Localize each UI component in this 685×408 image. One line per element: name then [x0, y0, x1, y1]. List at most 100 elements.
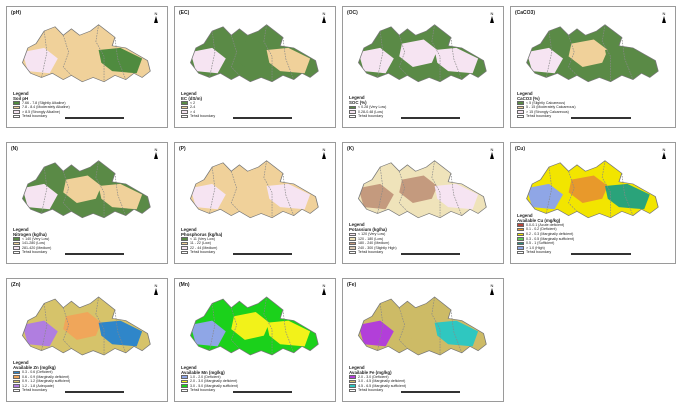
tehsil-boundary-line — [95, 296, 105, 355]
map-panel: (OC) N Legend SOC (%) < 0.28 (Very Low) 0.28-… — [342, 6, 504, 128]
legend-swatch — [13, 101, 20, 105]
legend-item: Tehsil boundary — [349, 388, 406, 393]
panel-title: (CaCO3) — [515, 10, 536, 16]
map-zone — [358, 320, 394, 347]
legend-item: 7.8 - 8.4 (Moderately Alkaline) — [13, 105, 70, 110]
north-arrow-shape — [490, 16, 494, 23]
legend: Legend Available Cu (mg/kg) 0.0-0.1 (Acute… — [517, 213, 574, 255]
legend-label: > 8.5 (Strongly Alkaline) — [22, 109, 61, 114]
legend-swatch — [13, 241, 20, 246]
legend-label: 0.6 - 0.9 (Marginally deficient) — [22, 374, 70, 379]
district-outline — [357, 24, 487, 83]
legend-swatch — [181, 250, 188, 255]
legend-item: 22 - 44 (Medium) — [181, 246, 222, 251]
legend-label: < 2 — [190, 100, 196, 105]
district-outline — [357, 160, 487, 219]
map-zone — [63, 39, 102, 67]
tehsil-boundary-line — [621, 37, 634, 80]
legend-item: 0.28-0.48 (Low) — [349, 110, 386, 115]
legend-item: Tehsil boundary — [13, 114, 70, 119]
north-label: N — [322, 283, 326, 288]
north-arrow-icon: N — [659, 12, 669, 23]
north-label: N — [322, 11, 326, 16]
legend-swatch — [13, 114, 20, 119]
legend-label: Tehsil boundary — [190, 388, 216, 393]
map-panel: (P) N Legend Phosphorus (kg/ha) < 11 (Very L… — [174, 142, 336, 264]
north-arrow-shape — [322, 16, 326, 23]
panel-title: (Fe) — [347, 282, 357, 288]
legend-subheading: SOC (%) — [349, 100, 367, 106]
north-label: N — [154, 147, 158, 152]
tehsil-boundary-line — [450, 37, 463, 80]
legend-label: 7.66 - 7.8 (Slightly Alkaline) — [22, 100, 66, 105]
tehsil-boundary-line — [450, 173, 463, 216]
legend-swatch — [517, 250, 524, 255]
legend-label: 1.2 - 1.8 (Adequate) — [22, 383, 54, 388]
legend-label: 2.0 - 3.0 (Deficient) — [358, 374, 389, 379]
north-label: N — [154, 283, 158, 288]
legend-label: Tehsil boundary — [22, 250, 48, 255]
legend-item: > 1.0 (High) — [517, 246, 574, 251]
tehsil-boundary-line — [568, 171, 578, 212]
legend-swatch — [13, 384, 20, 388]
north-arrow-shape — [662, 152, 666, 159]
legend-item: 120 - 180 (Low) — [349, 237, 397, 242]
choropleth-map — [357, 160, 487, 219]
legend-heading: Legend — [181, 226, 197, 232]
district-outline — [189, 24, 319, 83]
legend-swatch — [517, 232, 524, 237]
legend-heading: Legend — [13, 226, 29, 232]
map-zone — [526, 183, 563, 210]
legend-label: 7.8 - 8.4 (Moderately Alkaline) — [22, 105, 70, 110]
tehsil-boundary-line — [568, 35, 578, 76]
panel-title: (Zn) — [11, 282, 21, 288]
choropleth-map — [357, 24, 487, 83]
choropleth-map — [21, 160, 151, 219]
legend-subheading: Available Cu (mg/kg) — [517, 217, 561, 223]
tehsil-boundary-line — [282, 173, 295, 216]
map-panel: (K) N Legend Potassium (kg/ha) < 120 (Very L… — [342, 142, 504, 264]
map-zone — [63, 175, 102, 203]
map-panel: (Fe) N Legend Available Fe (mg/kg) 2.0 - 3.0… — [342, 278, 504, 402]
legend-subheading: Available Fe (mg/kg) — [349, 369, 392, 375]
scale-bar — [401, 253, 460, 255]
legend-swatch — [181, 375, 188, 379]
legend: Legend Available Zn (mg/kg) 0.3 - 0.6 (Def… — [13, 360, 70, 393]
map-zone — [434, 47, 479, 74]
legend-item: 141-280 (Low) — [13, 241, 51, 246]
legend-label: 0.3 - 0.6 (Deficient) — [22, 370, 53, 374]
legend-item: Tehsil boundary — [181, 114, 215, 119]
north-arrow-icon: N — [151, 148, 161, 159]
legend-subheading: Available Mn (mg/kg) — [181, 369, 225, 375]
north-arrow-icon: N — [659, 148, 669, 159]
legend-item: 180 - 240 (Medium) — [349, 241, 397, 246]
legend-swatch — [13, 379, 20, 384]
legend-item: 1.2 - 1.8 (Adequate) — [13, 384, 70, 389]
tehsil-boundary-line — [398, 35, 408, 76]
legend-label: > 4 — [190, 109, 196, 114]
choropleth-map — [526, 24, 659, 83]
legend-label: 3.0 - 4.5 (Marginally deficient) — [358, 379, 406, 384]
scale-bar — [233, 391, 292, 393]
legend-swatch — [13, 246, 20, 250]
legend-subheading: Available Zn (mg/kg) — [13, 365, 56, 370]
legend-heading: Legend — [517, 90, 533, 96]
legend-item: 7.66 - 7.8 (Slightly Alkaline) — [13, 101, 70, 106]
tehsil-boundary-line — [431, 160, 441, 218]
legend-swatch — [181, 237, 188, 241]
legend-swatch — [181, 241, 188, 246]
legend-swatch — [517, 114, 524, 119]
scale-bar — [65, 253, 124, 255]
legend-item: 3.0 - 4.5 (Marginally deficient) — [349, 379, 406, 384]
legend-label: 0.0-0.1 (Acute deficient) — [526, 222, 565, 227]
legend-heading: Legend — [349, 95, 365, 101]
legend-heading: Legend — [181, 364, 197, 370]
map-zone — [358, 183, 394, 210]
map-zone — [434, 320, 479, 347]
tehsil-boundary-line — [41, 166, 48, 214]
legend-label: 0.3 - 0.5 (Marginally sufficient) — [526, 236, 575, 241]
legend-swatch — [181, 379, 188, 384]
legend-label: Tehsil boundary — [526, 250, 552, 255]
north-arrow-shape — [662, 16, 666, 23]
map-panel: (CaCO3) N Legend CaCO3 (%) < 5 (Slightly Cal… — [510, 6, 676, 128]
